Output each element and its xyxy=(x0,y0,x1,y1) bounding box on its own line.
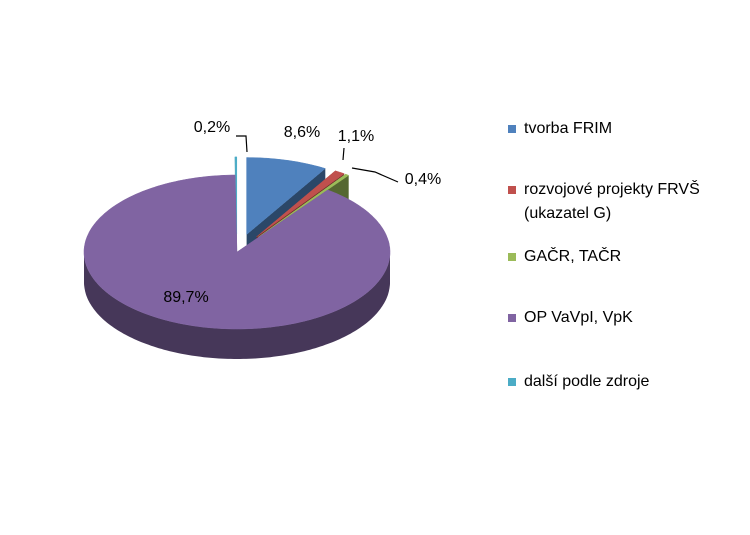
slice xyxy=(257,173,350,238)
data-label: 0,4% xyxy=(405,171,441,188)
legend-item: další podle zdroje xyxy=(508,370,738,394)
slice xyxy=(83,174,391,330)
legend-swatch xyxy=(508,314,516,322)
data-label: 89,7% xyxy=(163,289,208,306)
leader-line xyxy=(342,147,345,161)
legend-swatch xyxy=(508,253,516,261)
pie-area: 8,6% 1,1% 0,4% 89,7% 0,2% xyxy=(83,119,441,359)
data-label: 0,2% xyxy=(194,119,230,136)
legend-item: tvorba FRIM xyxy=(508,117,738,141)
legend-label: OP VaVpI, VpK xyxy=(524,309,633,326)
slice xyxy=(256,170,345,238)
leader-line xyxy=(236,135,248,153)
legend-item: rozvojové projekty FRVŠ (ukazatel G) xyxy=(508,178,738,226)
legend-swatch xyxy=(508,125,516,133)
leader-line xyxy=(351,167,399,183)
slice-wall xyxy=(84,252,390,359)
legend-item: GAČR, TAČR xyxy=(508,245,738,269)
legend-label: další podle zdroje xyxy=(524,373,650,390)
slice xyxy=(246,157,326,236)
data-label: 8,6% xyxy=(284,124,320,141)
legend-swatch xyxy=(508,378,516,386)
legend-swatch xyxy=(508,186,516,194)
legend-label: rozvojové projekty FRVŠ (ukazatel G) xyxy=(524,181,700,222)
legend-label: GAČR, TAČR xyxy=(524,248,622,265)
legend-label: tvorba FRIM xyxy=(524,120,613,137)
data-label: 1,1% xyxy=(338,128,374,145)
legend-item: OP VaVpI, VpK xyxy=(508,306,738,330)
